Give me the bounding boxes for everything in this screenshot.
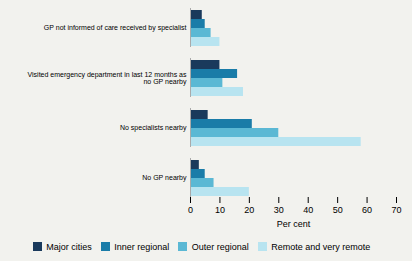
svg-text:No GP nearby: No GP nearby	[142, 174, 187, 182]
svg-text:10: 10	[215, 205, 225, 215]
html-text:Outer regional: Outer regional	[191, 241, 249, 252]
svg-text:No specialists nearby: No specialists nearby	[120, 124, 187, 132]
html-text:Remote and very remote: Remote and very remote	[271, 241, 371, 252]
svg-text:GP not informed of care receiv: GP not informed of care received by spec…	[44, 24, 187, 32]
svg-text:50: 50	[333, 205, 343, 215]
svg-text:30: 30	[274, 205, 284, 215]
svg-text:0: 0	[188, 205, 193, 215]
svg-text:Visited emergency department i: Visited emergency department in last 12 …	[27, 71, 187, 87]
html-text:Major cities: Major cities	[46, 241, 92, 252]
html-text:Inner regional: Inner regional	[114, 241, 170, 252]
svg-text:40: 40	[303, 205, 313, 215]
svg-text:Per cent: Per cent	[277, 219, 311, 229]
svg-text:60: 60	[362, 205, 372, 215]
svg-text:20: 20	[244, 205, 254, 215]
svg-text:70: 70	[391, 205, 401, 215]
